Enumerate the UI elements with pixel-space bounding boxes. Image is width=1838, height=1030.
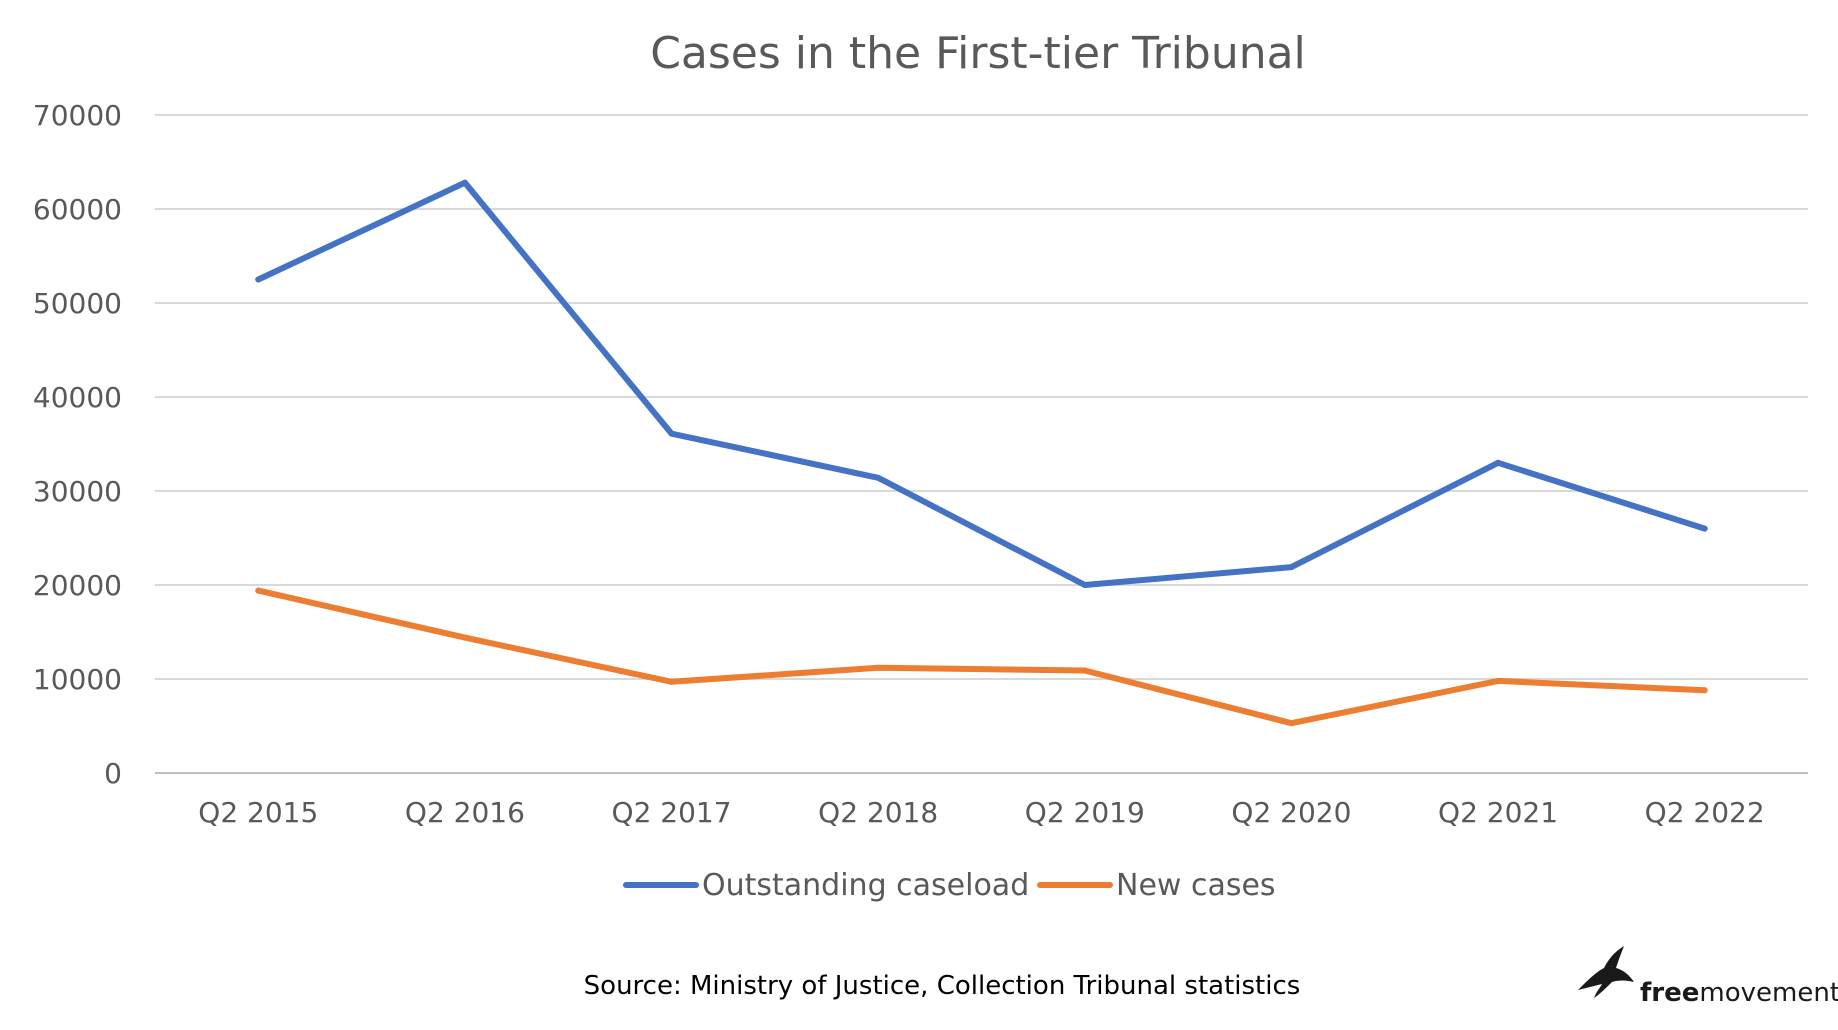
data-point [1081,667,1088,674]
data-point [875,664,882,671]
x-tick-label: Q2 2015 [198,796,318,829]
data-point [1495,459,1502,466]
x-tick-label: Q2 2021 [1438,796,1558,829]
x-tick-label: Q2 2016 [405,796,525,829]
y-tick-label: 30000 [33,475,122,508]
y-axis-ticks: 0 10000 20000 30000 40000 50000 60000 70000 [33,99,122,790]
y-tick-label: 10000 [33,663,122,696]
y-tick-label: 0 [104,757,122,790]
y-tick-label: 70000 [33,99,122,132]
x-tick-label: Q2 2017 [612,796,732,829]
data-point [1081,582,1088,588]
data-point [668,430,675,437]
freemovement-logo: freemovement [1578,946,1838,1008]
chart-title: Cases in the First-tier Tribunal [650,28,1306,79]
data-point [875,474,882,481]
gridlines [155,114,1808,774]
series-lines [255,179,1708,727]
y-tick-label: 60000 [33,193,122,226]
data-point [1288,564,1295,571]
x-axis-ticks: Q2 2015 Q2 2016 Q2 2017 Q2 2018 Q2 2019 Q2 20… [198,796,1764,829]
data-point [1701,525,1708,532]
legend-label: Outstanding caseload [702,868,1029,903]
legend-label: New cases [1116,868,1276,903]
x-tick-label: Q2 2019 [1025,796,1145,829]
y-tick-label: 20000 [33,569,122,602]
logo-text: freemovement [1640,978,1838,1008]
data-point [255,587,262,594]
data-point [461,179,468,186]
data-point [1701,687,1708,694]
data-point [1495,677,1502,684]
source-note: Source: Ministry of Justice, Collection … [584,971,1301,1001]
bird-icon [1578,946,1634,998]
y-tick-label: 50000 [33,287,122,320]
data-point [461,634,468,641]
series-line-1 [255,179,1708,588]
series-line-2 [255,587,1708,727]
y-tick-label: 40000 [33,381,122,414]
x-tick-label: Q2 2022 [1645,796,1765,829]
data-point [255,276,262,283]
x-tick-label: Q2 2020 [1231,796,1351,829]
data-point [1288,720,1295,727]
x-tick-label: Q2 2018 [818,796,938,829]
legend: Outstanding caseload New cases [623,868,1276,903]
data-point [668,678,675,685]
